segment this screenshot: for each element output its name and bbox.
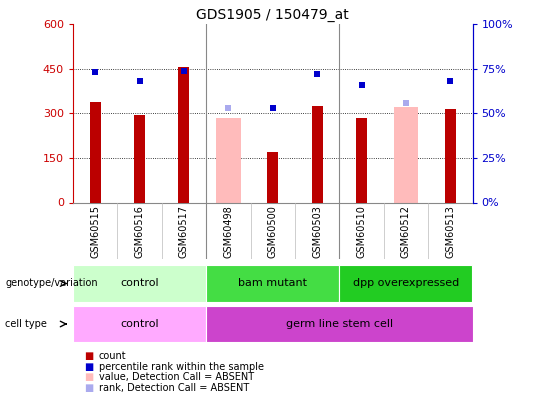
Bar bbox=[267, 152, 278, 202]
Text: GSM60516: GSM60516 bbox=[134, 205, 145, 258]
Text: ■: ■ bbox=[84, 383, 93, 393]
Text: rank, Detection Call = ABSENT: rank, Detection Call = ABSENT bbox=[99, 383, 249, 393]
Bar bbox=[73, 306, 206, 342]
Bar bbox=[356, 118, 367, 202]
Text: percentile rank within the sample: percentile rank within the sample bbox=[99, 362, 264, 372]
Text: dpp overexpressed: dpp overexpressed bbox=[353, 279, 459, 288]
Text: control: control bbox=[120, 279, 159, 288]
Text: GSM60517: GSM60517 bbox=[179, 205, 189, 258]
Bar bbox=[312, 106, 323, 202]
Bar bbox=[394, 107, 418, 202]
Bar bbox=[445, 109, 456, 202]
Bar bbox=[90, 102, 100, 202]
Title: GDS1905 / 150479_at: GDS1905 / 150479_at bbox=[197, 8, 349, 22]
Text: GSM60510: GSM60510 bbox=[356, 205, 367, 258]
Text: ■: ■ bbox=[84, 373, 93, 382]
Text: GSM60500: GSM60500 bbox=[268, 205, 278, 258]
Text: germ line stem cell: germ line stem cell bbox=[286, 319, 393, 329]
Text: GSM60515: GSM60515 bbox=[90, 205, 100, 258]
Text: value, Detection Call = ABSENT: value, Detection Call = ABSENT bbox=[99, 373, 254, 382]
Text: bam mutant: bam mutant bbox=[238, 279, 307, 288]
Bar bbox=[134, 115, 145, 202]
Text: genotype/variation: genotype/variation bbox=[5, 279, 98, 288]
Text: GSM60512: GSM60512 bbox=[401, 205, 411, 258]
Text: GSM60513: GSM60513 bbox=[446, 205, 455, 258]
Bar bbox=[216, 118, 240, 202]
Text: ■: ■ bbox=[84, 362, 93, 372]
Text: control: control bbox=[120, 319, 159, 329]
Bar bbox=[206, 306, 472, 342]
Text: count: count bbox=[99, 352, 126, 361]
Text: GSM60503: GSM60503 bbox=[312, 205, 322, 258]
Bar bbox=[206, 265, 339, 302]
Bar bbox=[339, 265, 472, 302]
Bar bbox=[73, 265, 206, 302]
Text: cell type: cell type bbox=[5, 319, 48, 329]
Text: GSM60498: GSM60498 bbox=[224, 205, 233, 258]
Bar bbox=[178, 67, 190, 202]
Text: ■: ■ bbox=[84, 352, 93, 361]
